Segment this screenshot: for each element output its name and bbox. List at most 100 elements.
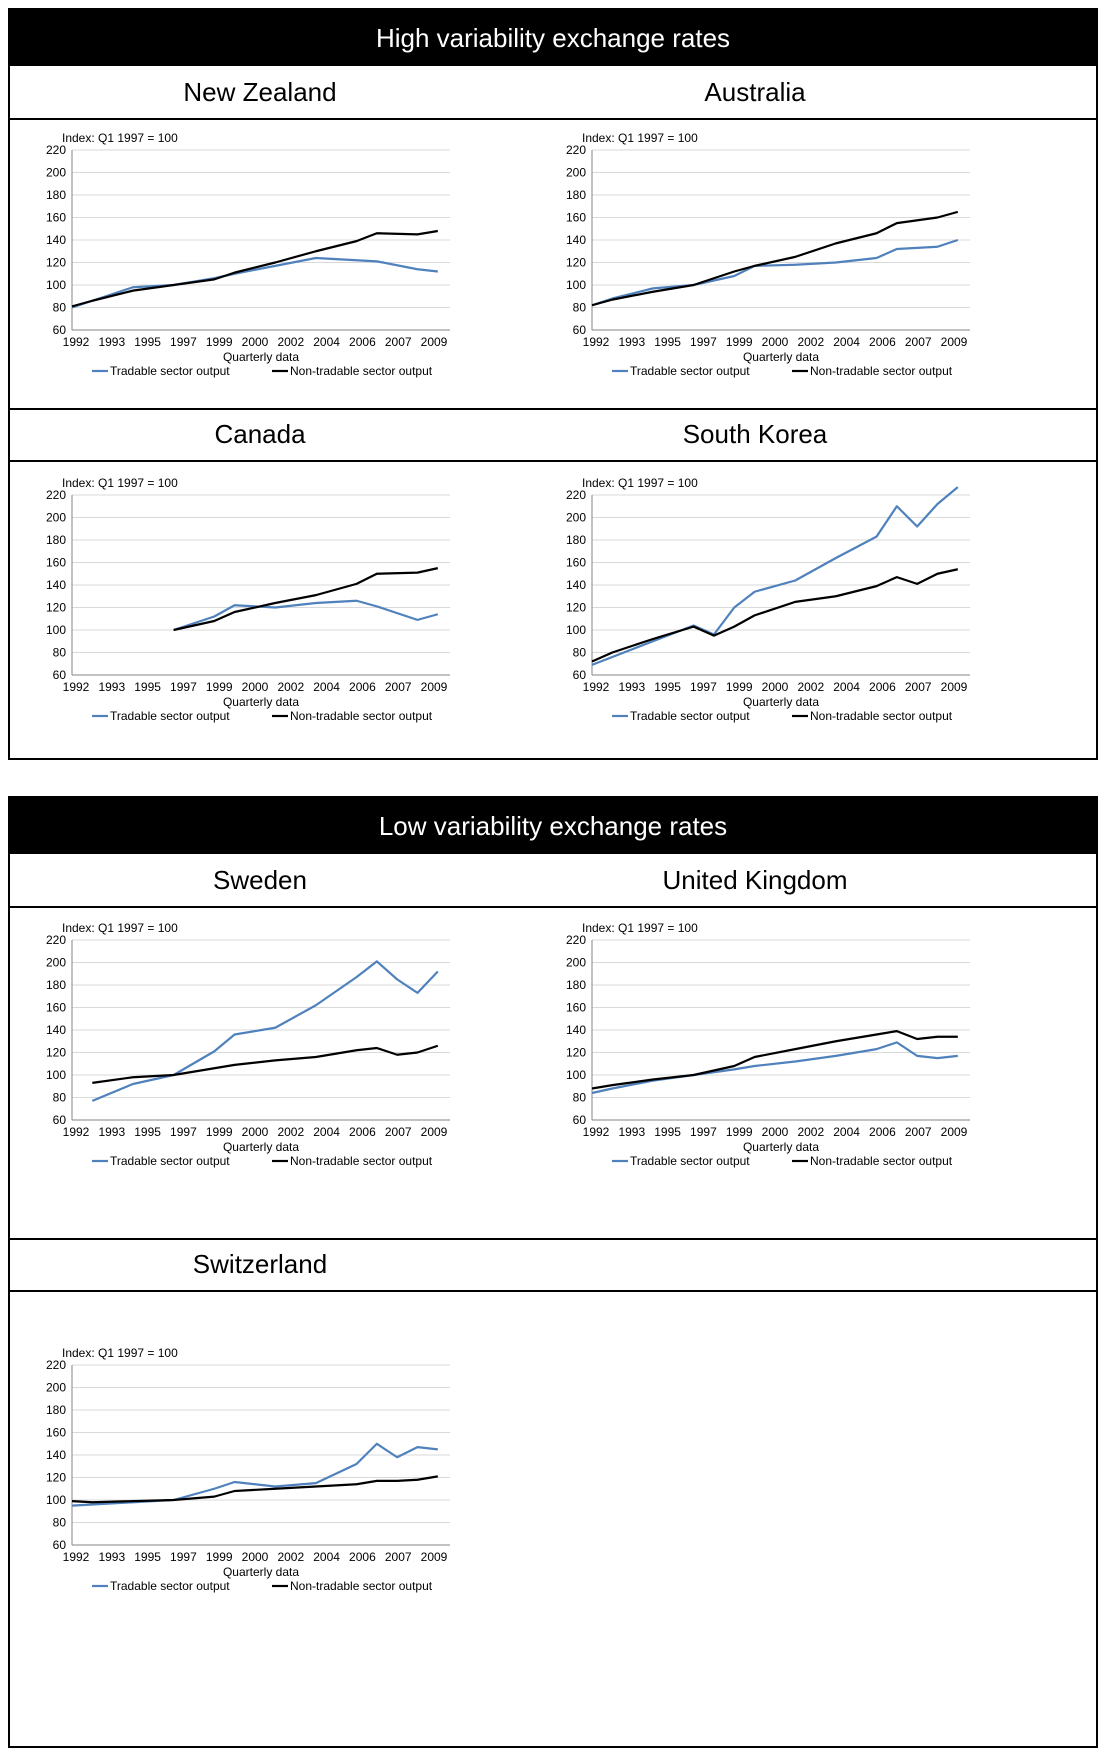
chart-sweden: Index: Q1 1997 = 100 60 80 100 120 140 160 180 2… [46,921,450,1168]
x-tick-label: 1995 [654,680,681,694]
x-tick-label: 1993 [618,680,645,694]
x-tick-label: 2009 [941,1125,968,1139]
x-tick-label: 1997 [170,680,197,694]
x-tick-label: 2004 [313,1550,340,1564]
tradable-series-line [591,486,959,666]
index-label: Index: Q1 1997 = 100 [582,921,698,935]
y-tick-label: 200 [566,166,586,180]
x-tick-label: 1995 [134,1550,161,1564]
x-tick-label: 2007 [385,1550,412,1564]
y-tick-label: 120 [566,256,586,270]
tradable-series-line [591,1041,958,1095]
y-tick-label: 220 [566,933,586,947]
x-tick-label: 1992 [583,1125,610,1139]
x-tick-label: 2002 [277,1125,304,1139]
y-tick-label: 220 [46,488,66,502]
x-tick-label: 1993 [618,1125,645,1139]
y-tick-label: 120 [46,1046,66,1060]
chart-australia: Index: Q1 1997 = 100 60 80 100 120 140 160 180 2… [566,131,970,378]
x-tick-label: 1999 [726,335,753,349]
divider [10,1290,1096,1292]
x-tick-label: 1992 [583,335,610,349]
x-tick-label: 2004 [833,1125,860,1139]
country-title-sweden: Sweden [213,864,307,895]
y-tick-label: 80 [573,1091,587,1105]
index-label: Index: Q1 1997 = 100 [62,476,178,490]
non-tradable-series-line [591,210,959,307]
x-tick-label: 2004 [313,680,340,694]
divider [10,460,1096,462]
y-tick-label: 120 [46,601,66,615]
y-tick-label: 200 [46,1381,66,1395]
x-axis-label: Quarterly data [223,1140,299,1154]
y-tick-label: 100 [566,278,586,292]
y-tick-label: 180 [566,978,586,992]
y-tick-label: 180 [566,188,586,202]
x-tick-label: 1995 [654,335,681,349]
x-tick-label: 2007 [905,1125,932,1139]
x-tick-label: 1997 [690,680,717,694]
y-tick-label: 160 [46,1001,66,1015]
y-tick-label: 60 [573,1113,587,1127]
x-tick-label: 2006 [349,335,376,349]
x-tick-label: 2007 [385,1125,412,1139]
x-tick-label: 2004 [833,680,860,694]
x-tick-label: 1993 [98,1125,125,1139]
index-label: Index: Q1 1997 = 100 [62,1346,178,1360]
country-title-canada: Canada [214,418,306,449]
y-tick-label: 60 [53,1113,67,1127]
y-tick-label: 60 [53,668,67,682]
y-tick-label: 100 [46,278,66,292]
x-tick-label: 1992 [583,680,610,694]
tradable-series-line [591,238,959,307]
chart-switzerland: Index: Q1 1997 = 100 60 80 100 120 140 160 180 2… [46,1346,450,1593]
y-tick-label: 140 [566,233,586,247]
x-tick-label: 2007 [905,335,932,349]
x-tick-label: 2002 [797,335,824,349]
x-tick-label: 1995 [134,335,161,349]
x-tick-label: 2006 [349,1125,376,1139]
y-tick-label: 200 [46,166,66,180]
x-tick-label: 2009 [421,1125,448,1139]
y-tick-label: 160 [566,556,586,570]
y-tick-label: 220 [46,1358,66,1372]
x-tick-label: 2000 [762,335,789,349]
y-tick-label: 80 [573,646,587,660]
x-tick-label: 2006 [869,335,896,349]
y-tick-label: 180 [46,533,66,547]
y-tick-label: 100 [46,1068,66,1082]
chart-new-zealand: Index: Q1 1997 = 100 60 80 100 120 140 160 180 2… [46,131,450,378]
divider [10,906,1096,908]
x-tick-label: 2009 [941,680,968,694]
y-tick-label: 200 [46,511,66,525]
x-tick-label: 2007 [905,680,932,694]
y-tick-label: 140 [46,1448,66,1462]
y-tick-label: 140 [46,578,66,592]
low-variability-section: Low variability exchange rates Sweden Un… [8,796,1098,1748]
y-tick-label: 100 [46,623,66,637]
x-tick-label: 2002 [277,335,304,349]
y-tick-label: 80 [53,301,67,315]
y-tick-label: 200 [566,956,586,970]
x-tick-label: 1999 [206,1125,233,1139]
x-tick-label: 1999 [726,680,753,694]
x-axis-label: Quarterly data [223,695,299,709]
x-tick-label: 2000 [242,335,269,349]
x-tick-label: 2002 [797,680,824,694]
y-tick-label: 140 [566,578,586,592]
y-tick-label: 220 [566,143,586,157]
x-tick-label: 2009 [421,1550,448,1564]
legend-label-tradable: Tradable sector output [630,709,750,723]
y-tick-label: 160 [566,211,586,225]
tradable-series-line [173,599,439,632]
y-tick-label: 160 [46,1426,66,1440]
x-axis-label: Quarterly data [223,350,299,364]
tradable-series-line [91,960,439,1102]
legend-label-non-tradable: Non-tradable sector output [810,364,953,378]
index-label: Index: Q1 1997 = 100 [582,131,698,145]
y-tick-label: 160 [46,211,66,225]
tradable-series-line [71,1442,438,1507]
y-tick-label: 100 [566,623,586,637]
x-axis-label: Quarterly data [743,350,819,364]
x-tick-label: 1992 [63,1125,90,1139]
